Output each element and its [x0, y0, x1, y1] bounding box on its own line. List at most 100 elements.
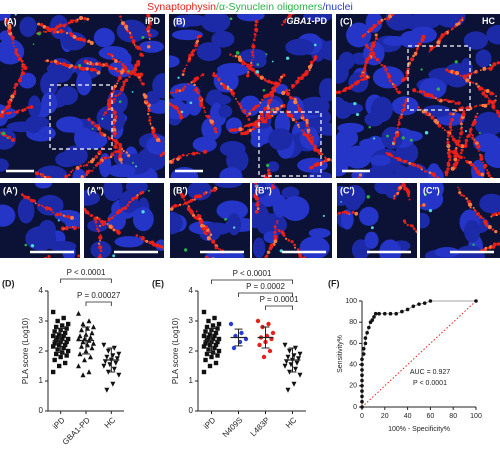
nucleus [346, 22, 372, 48]
synaptophysin-signal [26, 195, 31, 200]
synaptophysin-signal [460, 193, 463, 197]
y-tick-label: 0 [39, 406, 44, 415]
synaptophysin-signal [64, 226, 69, 231]
synaptophysin-signal [251, 107, 256, 111]
synaptophysin-signal [87, 39, 91, 43]
significance-bracket [211, 279, 293, 284]
synaptophysin-signal [85, 163, 89, 167]
data-point [50, 344, 56, 349]
synaptophysin-signal [232, 55, 235, 57]
synaptophysin-signal [491, 228, 495, 231]
synaptophysin-signal [263, 260, 265, 262]
synaptophysin-signal [359, 78, 362, 81]
synaptophysin-signal [467, 133, 471, 138]
synaptophysin-signal [448, 125, 453, 129]
synaptophysin-signal [87, 161, 90, 164]
synaptophysin-signal [351, 210, 355, 214]
synaptophysin-signal [58, 212, 63, 216]
synaptophysin-signal [407, 61, 411, 65]
inset-panel [0, 183, 80, 275]
data-point [212, 315, 217, 321]
synaptophysin-signal [321, 153, 324, 156]
synaptophysin-signal [290, 240, 294, 244]
synaptophysin-signal [16, 53, 20, 58]
synaptophysin-signal [474, 118, 476, 121]
oligomer-signal [147, 189, 150, 192]
synaptophysin-signal [404, 179, 406, 181]
synaptophysin-signal [454, 160, 459, 165]
condition-part: iPD [145, 16, 161, 26]
synaptophysin-signal [169, 102, 172, 107]
nucleus [139, 40, 164, 53]
synaptophysin-signal [219, 82, 223, 85]
synaptophysin-signal [395, 10, 397, 12]
synaptophysin-signal [107, 52, 110, 56]
synaptophysin-signal [279, 106, 281, 109]
nucleus [474, 111, 500, 137]
nucleus [339, 102, 364, 114]
synaptophysin-signal [291, 83, 296, 88]
synaptophysin-signal [343, 210, 347, 214]
reference-line [361, 300, 477, 408]
synaptophysin-signal [410, 224, 414, 228]
synaptophysin-signal [15, 110, 19, 114]
synaptophysin-signal [8, 269, 11, 272]
synaptophysin-signal [484, 223, 489, 227]
synaptophysin-signal [481, 91, 486, 96]
synaptophysin-signal [406, 223, 409, 227]
synaptophysin-signal [17, 57, 22, 61]
synaptophysin-signal [447, 154, 452, 159]
nucleus [299, 236, 330, 258]
nucleus [268, 128, 293, 151]
nucleus [479, 193, 500, 214]
data-point [287, 348, 292, 354]
synaptophysin-signal [449, 99, 453, 104]
synaptophysin-signal [114, 150, 118, 154]
synaptophysin-signal [64, 177, 67, 178]
synaptophysin-signal [482, 217, 485, 220]
synaptophysin-signal [194, 48, 197, 51]
synaptophysin-signal [405, 4, 408, 7]
synaptophysin-signal [396, 90, 398, 93]
synaptophysin-signal [44, 30, 48, 34]
synaptophysin-signal [96, 227, 99, 231]
synaptophysin-signal [486, 180, 488, 182]
synaptophysin-signal [412, 54, 415, 58]
synaptophysin-signal [433, 174, 437, 178]
synaptophysin-signal [417, 42, 422, 46]
nucleus [132, 206, 154, 232]
nucleus [107, 163, 136, 178]
synaptophysin-signal [472, 71, 475, 74]
synaptophysin-signal [2, 273, 4, 275]
significance-bracket [60, 278, 112, 283]
synaptophysin-signal [444, 170, 449, 175]
synaptophysin-signal [377, 20, 382, 25]
synaptophysin-signal [183, 258, 185, 260]
synaptophysin-signal [451, 150, 456, 155]
synaptophysin-signal [99, 239, 101, 242]
synaptophysin-signal [473, 105, 476, 108]
nucleus [381, 126, 403, 150]
synaptophysin-signal [459, 74, 462, 77]
synaptophysin-signal [293, 243, 296, 247]
synaptophysin-signal [183, 201, 188, 205]
synaptophysin-signal [403, 186, 408, 191]
synaptophysin-signal [32, 263, 34, 265]
synaptophysin-signal [477, 150, 480, 152]
synaptophysin-signal [273, 179, 275, 181]
data-point [291, 381, 297, 387]
synaptophysin-signal [487, 99, 492, 104]
synaptophysin-signal [37, 260, 41, 264]
synaptophysin-signal [211, 124, 214, 127]
x-axis-label: 100% - Specificity% [388, 426, 450, 433]
synaptophysin-signal [364, 64, 367, 67]
synaptophysin-signal [61, 62, 66, 67]
synaptophysin-signal [374, 33, 378, 37]
synaptophysin-signal [254, 209, 259, 214]
synaptophysin-signal [450, 128, 453, 132]
synaptophysin-signal [483, 89, 487, 92]
data-point [296, 356, 301, 362]
synaptophysin-signal [464, 107, 467, 110]
synaptophysin-signal [400, 180, 402, 182]
synaptophysin-signal [239, 104, 242, 108]
